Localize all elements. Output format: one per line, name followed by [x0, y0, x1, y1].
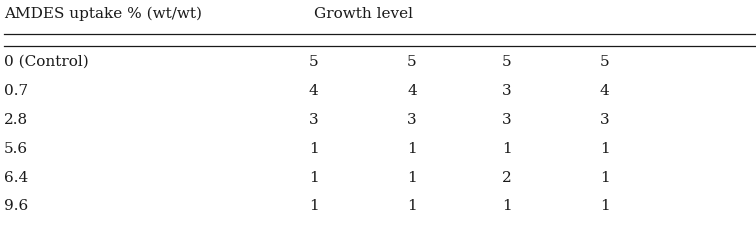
Text: 6.4: 6.4 — [4, 170, 28, 184]
Text: 3: 3 — [309, 112, 318, 126]
Text: 4: 4 — [600, 83, 609, 97]
Text: 1: 1 — [407, 170, 417, 184]
Text: 5: 5 — [600, 54, 609, 68]
Text: 1: 1 — [600, 141, 609, 155]
Text: 3: 3 — [600, 112, 609, 126]
Text: AMDES uptake % (wt/wt): AMDES uptake % (wt/wt) — [4, 7, 202, 21]
Text: 5: 5 — [502, 54, 511, 68]
Text: 5: 5 — [309, 54, 318, 68]
Text: 1: 1 — [309, 141, 318, 155]
Text: 9.6: 9.6 — [4, 199, 28, 212]
Text: 4: 4 — [309, 83, 318, 97]
Text: 4: 4 — [407, 83, 417, 97]
Text: 2: 2 — [502, 170, 511, 184]
Text: 3: 3 — [502, 112, 511, 126]
Text: 5.6: 5.6 — [4, 141, 28, 155]
Text: 1: 1 — [600, 170, 609, 184]
Text: 0.7: 0.7 — [4, 83, 28, 97]
Text: 1: 1 — [502, 141, 511, 155]
Text: 1: 1 — [502, 199, 511, 212]
Text: 1: 1 — [407, 199, 417, 212]
Text: 2.8: 2.8 — [4, 112, 28, 126]
Text: 1: 1 — [309, 199, 318, 212]
Text: 1: 1 — [407, 141, 417, 155]
Text: 3: 3 — [407, 112, 417, 126]
Text: 0 (Control): 0 (Control) — [4, 54, 88, 68]
Text: 3: 3 — [502, 83, 511, 97]
Text: 5: 5 — [407, 54, 417, 68]
Text: 1: 1 — [309, 170, 318, 184]
Text: Growth level: Growth level — [314, 7, 413, 21]
Text: 1: 1 — [600, 199, 609, 212]
